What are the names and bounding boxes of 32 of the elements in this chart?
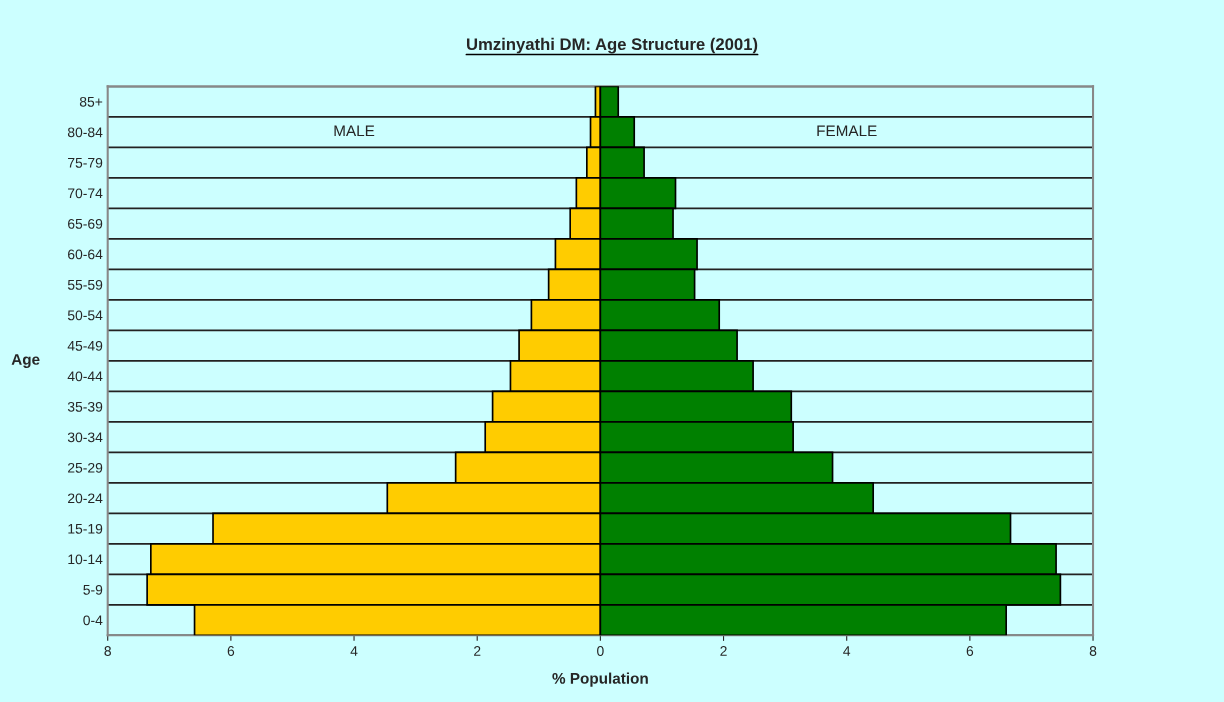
x-tick-label: 4	[350, 646, 358, 656]
y-tick-label: 25-29	[68, 462, 103, 473]
x-tick-label: 2	[474, 646, 481, 656]
x-tick-label: 8	[104, 646, 111, 656]
y-tick-label: 30-34	[67, 432, 103, 443]
y-tick-label: 80-84	[67, 127, 103, 138]
x-tick-label: 6	[227, 646, 235, 656]
y-tick-label: 50-54	[67, 310, 103, 321]
x-axis-title: % Population	[552, 672, 648, 687]
annotation: FEMALE	[817, 125, 877, 137]
y-tick-label: 15-19	[68, 523, 103, 534]
y-tick-label: 85+	[79, 96, 103, 107]
y-tick-label: 10-14	[68, 554, 103, 565]
y-tick-label: 75-79	[68, 157, 103, 168]
annotation: MALE	[334, 125, 375, 137]
y-tick-label: 45-49	[67, 340, 103, 351]
x-tick-label: 2	[720, 646, 727, 656]
chart-title: Umzinyathi DM: Age Structure (2001)	[467, 37, 758, 54]
y-tick-label: 60-64	[68, 249, 103, 260]
x-tick-label: 4	[843, 646, 851, 656]
x-tick-label: 6	[966, 646, 974, 656]
y-axis-title: Age	[11, 354, 40, 368]
y-tick-label: 55-59	[67, 279, 103, 290]
y-tick-label: 20-24	[68, 493, 103, 504]
y-tick-label: 40-44	[67, 371, 103, 382]
y-tick-label: 35-39	[67, 401, 103, 412]
x-tick-label: 0	[597, 646, 604, 656]
x-tick-label: 8	[1089, 646, 1097, 656]
y-tick-label: 0-4	[83, 615, 103, 626]
y-tick-label: 70-74	[68, 188, 103, 199]
y-tick-label: 5-9	[83, 584, 103, 595]
y-tick-label: 65-69	[68, 218, 103, 229]
